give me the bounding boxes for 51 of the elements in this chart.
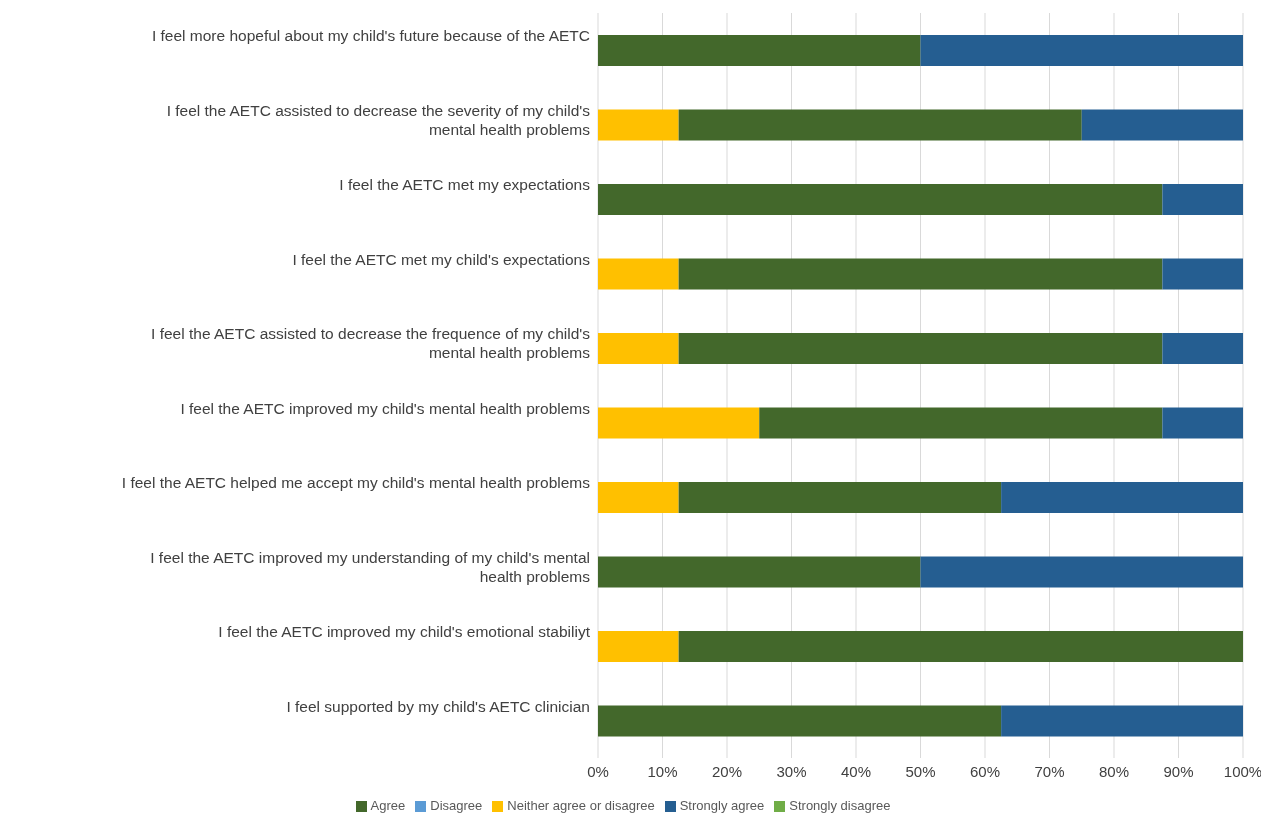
legend-label: Strongly agree	[679, 798, 765, 813]
bar	[678, 109, 1082, 141]
x-tick-label: 70%	[1034, 762, 1065, 780]
bar	[1162, 333, 1243, 364]
legend-label: Neither agree or disagree	[507, 798, 655, 813]
bar	[598, 631, 679, 662]
legend-label: Disagree	[430, 798, 483, 813]
x-tick-label: 0%	[587, 762, 609, 780]
y-tick-label: I feel the AETC met my expectations	[339, 176, 591, 194]
bar	[598, 333, 679, 364]
bar	[598, 482, 679, 513]
x-tick-label: 40%	[840, 762, 872, 780]
bar	[1162, 258, 1243, 290]
bar	[759, 407, 1163, 439]
y-tick-label: I feel the AETC improved my child's mental health problems	[180, 399, 591, 417]
bar	[1162, 407, 1243, 439]
bar	[598, 705, 1002, 737]
bar	[678, 631, 1243, 662]
x-tick-label: 30%	[776, 762, 807, 780]
y-tick-label: I feel more hopeful about my child's future because of the AETC	[151, 27, 590, 45]
x-tick-label: 100%	[1223, 762, 1261, 780]
bar	[598, 407, 760, 439]
bar	[1001, 482, 1243, 513]
x-tick-label: 80%	[1098, 762, 1130, 780]
bar	[598, 109, 679, 141]
bar	[1081, 109, 1243, 141]
bar	[920, 556, 1243, 588]
y-tick-label: I feel the AETC assisted to decrease the frequence of my child's mental health problems	[151, 325, 591, 362]
y-tick-label: I feel the AETC improved my understanding of my child's mental health problems	[150, 548, 591, 585]
bar	[598, 258, 679, 290]
bar	[598, 556, 921, 588]
y-tick-label: I feel the AETC met my child's expectations	[292, 250, 591, 268]
x-tick-label: 20%	[711, 762, 743, 780]
y-tick-label: I feel the AETC assisted to decrease the severity of my child's mental health problems	[166, 101, 591, 138]
legend-label: Strongly disagree	[789, 798, 891, 813]
bar	[598, 184, 1163, 215]
bar	[1162, 184, 1243, 215]
bar	[678, 258, 1163, 290]
x-tick-label: 10%	[647, 762, 678, 780]
bar	[1001, 705, 1243, 737]
legend-label: Agree	[370, 798, 406, 813]
x-tick-label: 90%	[1163, 762, 1194, 780]
y-tick-label: I feel the AETC helped me accept my child's mental health problems	[121, 474, 591, 492]
x-tick-label: 50%	[905, 762, 936, 780]
bar	[920, 35, 1243, 66]
y-tick-label: I feel supported by my child's AETC clinician	[286, 697, 590, 715]
bar	[598, 35, 921, 66]
x-tick-label: 60%	[969, 762, 1001, 780]
y-tick-label: I feel the AETC improved my child's emotional stabiliyt	[218, 623, 591, 641]
bar	[678, 333, 1163, 364]
bar	[678, 482, 1002, 513]
